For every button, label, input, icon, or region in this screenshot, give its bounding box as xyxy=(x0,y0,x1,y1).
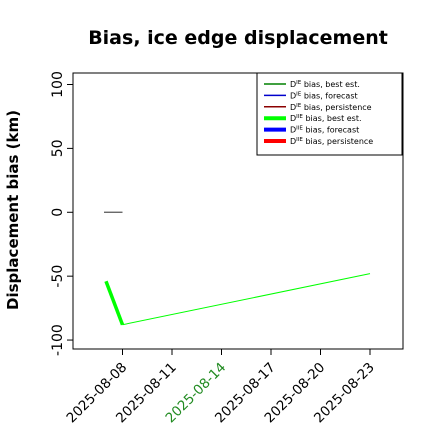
legend-entry-d_iie_best: DIIE bias, best est. xyxy=(290,114,362,123)
legend-entry-d_ie_forecast: DIE bias, forecast xyxy=(290,91,358,100)
series-segment-d_iie_best xyxy=(122,273,371,326)
series-segment-d_iie_best xyxy=(104,280,125,326)
legend-entry-d_iie_forecast: DIIE bias, forecast xyxy=(290,126,359,135)
y-tick-label: 100 xyxy=(50,71,66,98)
y-tick-label: 0 xyxy=(50,208,66,217)
y-tick-label: -100 xyxy=(50,324,66,356)
chart-title: Bias, ice edge displacement xyxy=(88,27,388,49)
legend-entry-d_iie_persistence: DIIE bias, persistence xyxy=(290,137,373,146)
y-axis-label: Displacement bias (km) xyxy=(4,110,22,310)
legend: DIE bias, best est. DIE bias, forecast DIE… xyxy=(256,72,403,156)
legend-entry-d_ie_persistence: DIE bias, persistence xyxy=(290,103,372,112)
series-lines xyxy=(104,273,371,326)
y-axis-ticks: -100 -50 0 50 100 xyxy=(50,71,73,356)
plot-area xyxy=(72,72,404,350)
y-tick-label: -50 xyxy=(50,265,66,288)
legend-entry-d_ie_best: DIE bias, best est. xyxy=(290,80,360,89)
y-tick-label: 50 xyxy=(50,139,66,157)
x-axis-ticks: 2025-08-082025-08-112025-08-142025-08-17… xyxy=(64,349,378,426)
